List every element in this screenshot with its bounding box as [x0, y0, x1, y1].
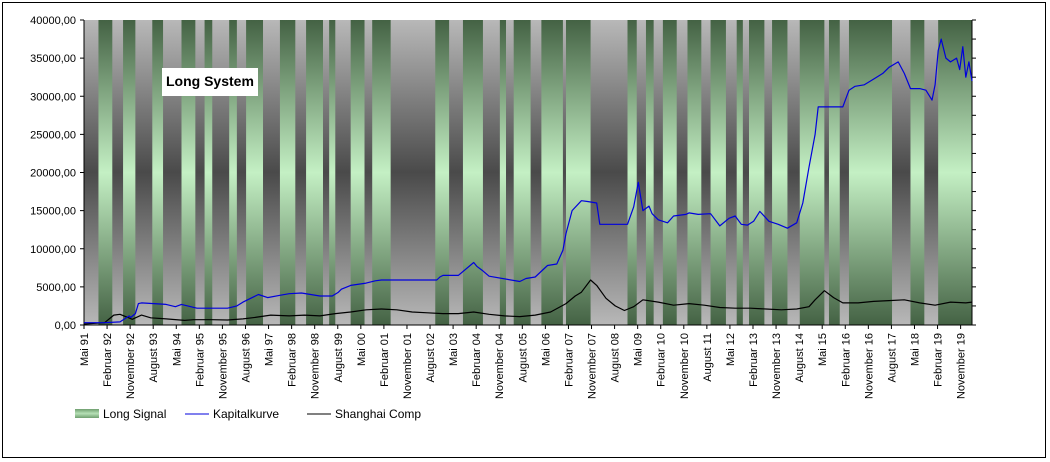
long-signal-band [513, 20, 531, 325]
y-axis: 0,00 5000,00 10000,00 15000,00 20000,00 25000… [30, 15, 976, 332]
x-tick-label: November 95 [217, 333, 229, 399]
long-signal-band [938, 20, 972, 325]
x-tick-label: Mai 00 [356, 333, 368, 366]
legend-label-long-signal: Long Signal [103, 407, 166, 421]
long-signal-band [98, 20, 113, 325]
x-tick-label: November 19 [956, 333, 968, 399]
long-signal-band [710, 20, 726, 325]
long-signal-band [152, 20, 164, 325]
x-tick-label: November 04 [494, 333, 506, 399]
x-tick-label: Februar 95 [194, 333, 206, 387]
x-tick-label: August 99 [333, 333, 345, 383]
x-axis: Mai 91 Februar 92 November 92 August 93 Mai … [79, 324, 972, 399]
x-tick-label: August 02 [425, 333, 437, 383]
y-tick-label: 40000,00 [30, 15, 76, 27]
long-signal-band [772, 20, 788, 325]
y-tick-label: 5000,00 [36, 282, 76, 294]
x-tick-label: Mai 09 [633, 333, 645, 366]
long-signal-band [736, 20, 743, 325]
x-tick-label: Februar 07 [563, 333, 575, 387]
long-signal-band [645, 20, 654, 325]
long-signal-band [279, 20, 296, 325]
long-signal-band [306, 20, 323, 325]
long-signal-band [229, 20, 237, 325]
shanghai-comp-line [83, 279, 973, 325]
x-tick-label: November 16 [863, 333, 875, 399]
x-tick-label: November 07 [587, 333, 599, 399]
x-tick-label: November 10 [679, 333, 691, 399]
long-signal-band [204, 20, 213, 325]
x-tick-label: August 11 [702, 333, 714, 382]
long-signal-band [848, 20, 893, 325]
x-tick-label: Mai 97 [264, 333, 276, 366]
legend: Long Signal Kapitalkurve Shanghai Comp [75, 407, 421, 421]
long-signal-band [687, 20, 702, 325]
x-tick-label: Mai 03 [448, 333, 460, 366]
long-signal-band [499, 20, 507, 325]
long-signal-band [749, 20, 765, 325]
long-signal-band [565, 20, 591, 325]
long-signal-band [799, 20, 825, 325]
x-tick-label: Mai 12 [725, 333, 737, 366]
x-tick-label: Februar 98 [287, 333, 299, 387]
x-tick-label: November 13 [771, 333, 783, 399]
y-tick-label: 15000,00 [30, 206, 76, 218]
x-tick-label: August 05 [517, 333, 529, 383]
long-signal-band [662, 20, 677, 325]
x-tick-label: Februar 01 [379, 333, 391, 387]
x-tick-label: August 14 [794, 333, 806, 383]
kapitalkurve-line [84, 38, 973, 324]
y-tick-label: 35000,00 [30, 53, 76, 65]
long-signal-band [372, 20, 391, 325]
x-tick-label: August 93 [148, 333, 160, 383]
y-tick-label: 25000,00 [30, 129, 76, 141]
x-tick-label: Mai 91 [79, 333, 91, 366]
x-tick-label: Februar 10 [656, 333, 668, 387]
x-tick-label: August 08 [610, 333, 622, 383]
x-tick-label: November 98 [310, 333, 322, 399]
x-tick-label: Februar 19 [933, 333, 945, 387]
long-signal-band [329, 20, 336, 325]
long-signal-band [181, 20, 196, 325]
long-signal-band [435, 20, 450, 325]
long-signal-band [350, 20, 365, 325]
x-tick-label: Februar 04 [471, 333, 483, 387]
x-tick-label: Mai 15 [817, 333, 829, 366]
chart-title-box: Long System [162, 68, 258, 96]
x-tick-label: August 17 [886, 333, 898, 383]
long-signal-band [246, 20, 264, 325]
x-tick-label: November 92 [125, 333, 137, 399]
series-lines [83, 38, 973, 325]
long-signal-band [828, 20, 840, 325]
x-tick-label: Mai 18 [909, 333, 921, 366]
x-tick-label: November 01 [402, 333, 414, 399]
y-tick-label: 0,00 [55, 320, 76, 332]
long-signal-band [123, 20, 136, 325]
x-tick-label: Mai 94 [171, 333, 183, 366]
chart-title: Long System [166, 73, 254, 89]
y-tick-label: 10000,00 [30, 244, 76, 256]
x-tick-label: Mai 06 [540, 333, 552, 366]
legend-label-kapitalkurve: Kapitalkurve [213, 407, 279, 421]
legend-swatch-long-signal [75, 409, 99, 418]
legend-label-shanghai-comp: Shanghai Comp [335, 407, 421, 421]
long-signal-band [627, 20, 637, 325]
x-tick-label: August 96 [240, 333, 252, 383]
y-tick-label: 20000,00 [30, 168, 76, 180]
x-tick-label: Februar 13 [748, 333, 760, 387]
long-signal-band [910, 20, 925, 325]
x-tick-label: Februar 92 [102, 333, 114, 387]
long-signal-band [541, 20, 563, 325]
x-tick-label: Februar 16 [840, 333, 852, 387]
y-tick-label: 30000,00 [30, 91, 76, 103]
long-signal-band [462, 20, 483, 325]
